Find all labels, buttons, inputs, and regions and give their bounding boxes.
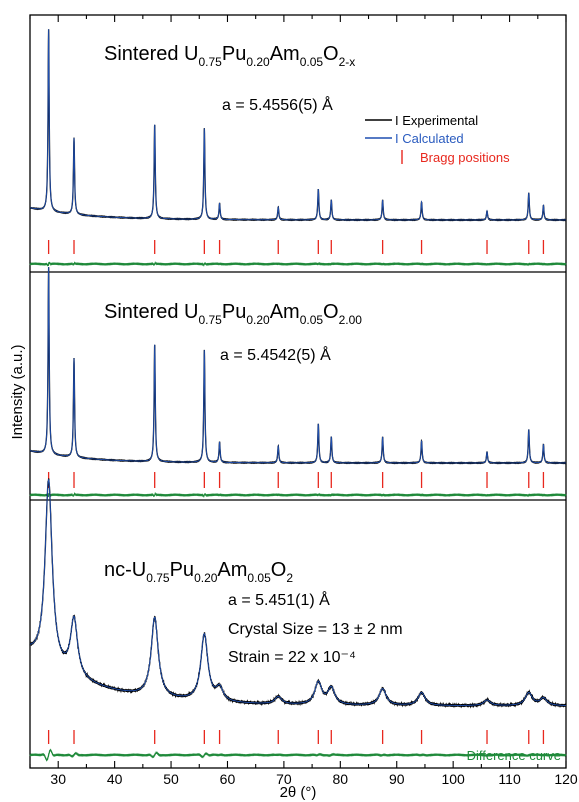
- legend: I Experimental I Calculated Bragg positi…: [365, 113, 510, 165]
- panel-2-title: Sintered U0.75Pu0.20Am0.05O2.00: [104, 301, 362, 327]
- x-tick-label: 100: [441, 771, 465, 787]
- panel-3-title: nc-U0.75Pu0.20Am0.05O2: [104, 559, 293, 585]
- y-axis-title: Intensity (a.u.): [9, 344, 26, 439]
- panel-3-lattice-parameter: a = 5.451(1) Å: [228, 590, 330, 609]
- x-tick-label: 40: [107, 771, 123, 787]
- plot-frame: [29, 14, 567, 769]
- x-axis: 30 40 50 60 70 80 90 100 110 120: [29, 15, 578, 787]
- panel-3-strain: Strain = 22 x 10⁻⁴: [228, 649, 356, 666]
- x-tick-label: 70: [276, 771, 292, 787]
- panel-2-experimental-curve: [29, 267, 567, 465]
- x-axis-title: 2θ (°): [280, 784, 317, 801]
- x-tick-label: 110: [498, 771, 521, 787]
- difference-curve-label: Difference curve: [467, 748, 561, 763]
- panel-3-crystal-size: Crystal Size = 13 ± 2 nm: [228, 621, 403, 638]
- x-tick-label: 90: [389, 771, 405, 787]
- x-tick-label: 120: [554, 771, 578, 787]
- legend-experimental-label: I Experimental: [395, 113, 478, 128]
- legend-calculated-label: I Calculated: [395, 131, 464, 146]
- panel-3-difference-curve: [29, 748, 567, 762]
- legend-bragg-label: Bragg positions: [420, 150, 510, 165]
- x-tick-label: 50: [163, 771, 179, 787]
- panel-1-difference-curve: [29, 261, 567, 267]
- x-tick-label: 80: [333, 771, 349, 787]
- panel-1-calculated-curve: [29, 29, 566, 221]
- panel-1-title: Sintered U0.75Pu0.20Am0.05O2-x: [104, 43, 355, 69]
- panel-2-lattice-parameter: a = 5.4542(5) Å: [220, 345, 331, 364]
- x-tick-label: 30: [50, 771, 66, 787]
- panel-1-lattice-parameter: a = 5.4556(5) Å: [222, 95, 333, 114]
- panel-2-calculated-curve: [29, 267, 566, 464]
- x-tick-label: 60: [220, 771, 236, 787]
- panel-2-difference-curve: [29, 491, 567, 498]
- panel-3-calculated-curve: [29, 478, 566, 706]
- data-layer: [29, 29, 567, 762]
